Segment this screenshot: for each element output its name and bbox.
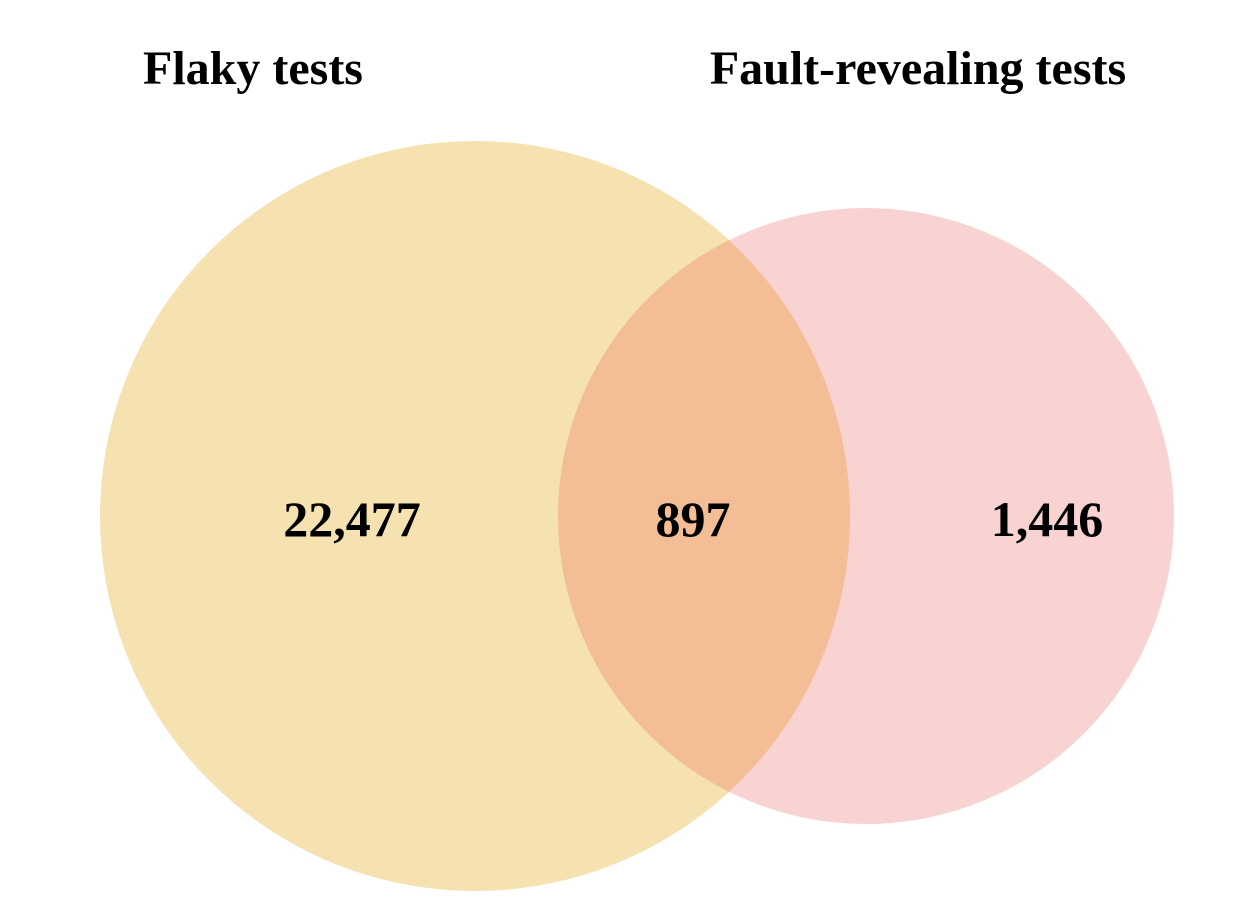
- overlap-count: 897: [656, 491, 731, 547]
- flaky-only-count: 22,477: [283, 491, 421, 547]
- fault-revealing-tests-title: Fault-revealing tests: [710, 42, 1126, 95]
- overlap-region: [558, 208, 850, 824]
- fault-revealing-only-count: 1,446: [991, 491, 1104, 547]
- flaky-tests-title: Flaky tests: [143, 42, 363, 95]
